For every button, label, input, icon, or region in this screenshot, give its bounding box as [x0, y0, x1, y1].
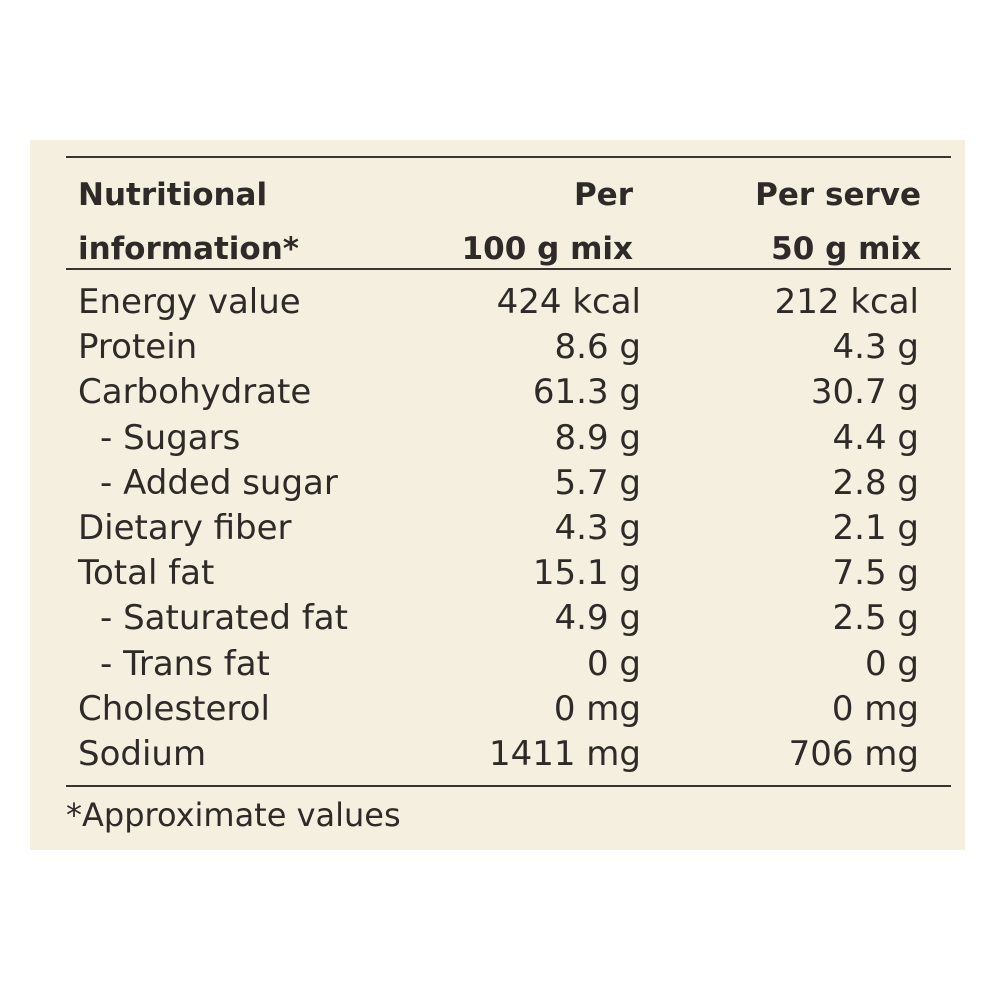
row-per-100g: 8.6 g [554, 327, 641, 368]
row-per-serve: 2.8 g [832, 462, 919, 503]
header-per-serve: Per serve 50 g mix [755, 168, 921, 276]
row-per-serve: 4.4 g [832, 417, 919, 458]
header-nutrient-line2: information* [78, 231, 300, 267]
row-per-serve: 7.5 g [832, 553, 919, 594]
row-name: Energy value [78, 282, 301, 322]
table-row: - Trans fat 0 g 0 g [66, 642, 951, 687]
row-per-100g: 0 g [586, 643, 641, 684]
row-per-100g: 15.1 g [532, 553, 641, 594]
header-per-serve-line1: Per serve [755, 177, 921, 213]
row-per-100g: 1411 mg [488, 733, 641, 774]
table-row: Sodium 1411 mg 706 mg [66, 732, 951, 777]
row-name: Cholesterol [78, 688, 270, 729]
row-name: - Sugars [100, 417, 241, 458]
row-per-serve: 0 g [864, 643, 919, 684]
row-per-100g: 0 mg [553, 688, 641, 729]
row-per-100g: 8.9 g [554, 417, 641, 458]
nutrition-table: Nutritional information* Per 100 g mix P… [66, 156, 951, 788]
table-row: Carbohydrate 61.3 g 30.7 g [66, 370, 951, 415]
row-name: Dietary fiber [78, 507, 292, 548]
table-row: Protein 8.6 g 4.3 g [66, 325, 951, 370]
header-nutrient-line1: Nutritional [78, 177, 268, 213]
header-per-100g: Per 100 g mix [462, 168, 633, 276]
row-per-serve: 30.7 g [810, 372, 919, 413]
row-per-100g: 4.9 g [554, 598, 641, 639]
row-per-serve: 706 mg [788, 733, 919, 774]
row-name: Protein [78, 327, 198, 368]
table-row: Cholesterol 0 mg 0 mg [66, 687, 951, 732]
row-per-serve: 0 mg [831, 688, 919, 729]
row-per-serve: 212 kcal [774, 282, 919, 322]
table-row: - Saturated fat 4.9 g 2.5 g [66, 596, 951, 641]
row-name: - Added sugar [100, 462, 338, 503]
row-name: Sodium [78, 733, 207, 774]
row-name: Total fat [78, 553, 215, 594]
header-nutrient: Nutritional information* [78, 168, 299, 276]
row-per-100g: 61.3 g [532, 372, 641, 413]
row-per-100g: 5.7 g [554, 462, 641, 503]
top-rule [66, 156, 951, 158]
nutrition-label: Nutritional information* Per 100 g mix P… [30, 140, 965, 850]
header-per-serve-line2: 50 g mix [771, 231, 921, 267]
table-row: Total fat 15.1 g 7.5 g [66, 551, 951, 596]
row-name: - Saturated fat [100, 598, 348, 639]
table-header: Nutritional information* Per 100 g mix P… [66, 158, 951, 268]
row-per-100g: 4.3 g [554, 507, 641, 548]
row-per-serve: 4.3 g [832, 327, 919, 368]
table-body: Energy value 424 kcal 212 kcal Protein 8… [66, 270, 951, 785]
footnote: *Approximate values [66, 796, 401, 834]
table-row: - Sugars 8.9 g 4.4 g [66, 416, 951, 461]
header-rule [66, 268, 951, 270]
header-per-100g-line2: 100 g mix [461, 231, 633, 267]
row-name: Carbohydrate [78, 372, 312, 413]
row-per-serve: 2.5 g [832, 598, 919, 639]
header-per-100g-line1: Per [573, 177, 633, 213]
table-row: Energy value 424 kcal 212 kcal [66, 280, 951, 325]
table-row: Dietary fiber 4.3 g 2.1 g [66, 506, 951, 551]
row-per-100g: 424 kcal [496, 282, 641, 322]
row-name: - Trans fat [100, 643, 270, 684]
bottom-rule [66, 785, 951, 788]
row-per-serve: 2.1 g [832, 507, 919, 548]
table-row: - Added sugar 5.7 g 2.8 g [66, 461, 951, 506]
